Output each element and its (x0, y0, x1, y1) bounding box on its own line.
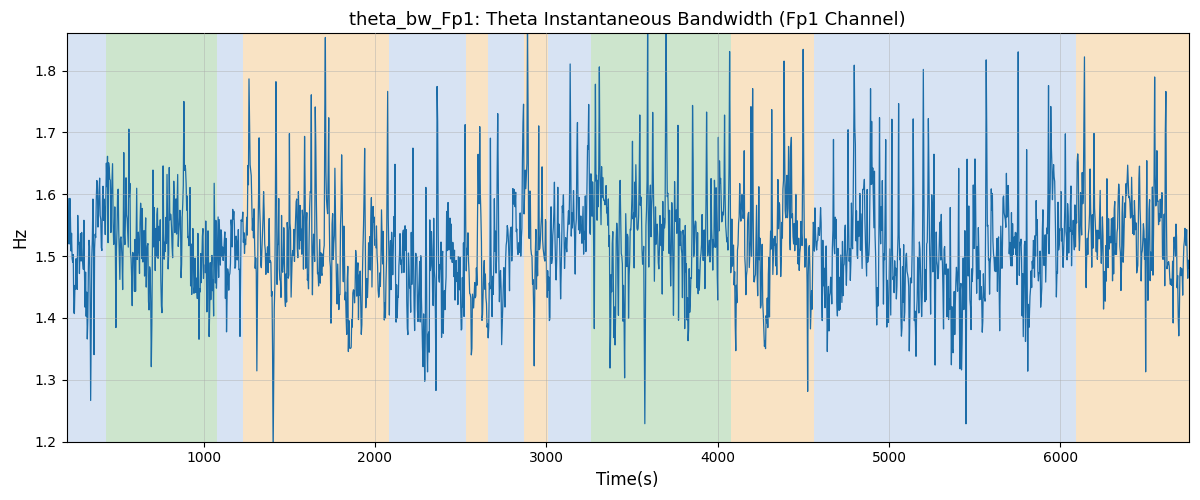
Bar (66, 34, 106, 442)
Bar (1075, 34, 1189, 442)
Bar (612, 34, 731, 442)
Bar (244, 34, 389, 442)
Bar (389, 34, 466, 442)
Bar (731, 34, 814, 442)
Bar (524, 34, 548, 442)
X-axis label: Time(s): Time(s) (596, 471, 659, 489)
Bar (590, 34, 612, 442)
Bar (217, 34, 244, 442)
Bar (548, 34, 590, 442)
Bar (106, 34, 217, 442)
Bar (814, 34, 1075, 442)
Y-axis label: Hz: Hz (11, 227, 29, 248)
Title: theta_bw_Fp1: Theta Instantaneous Bandwidth (Fp1 Channel): theta_bw_Fp1: Theta Instantaneous Bandwi… (349, 11, 906, 30)
Bar (488, 34, 524, 442)
Bar (466, 34, 488, 442)
